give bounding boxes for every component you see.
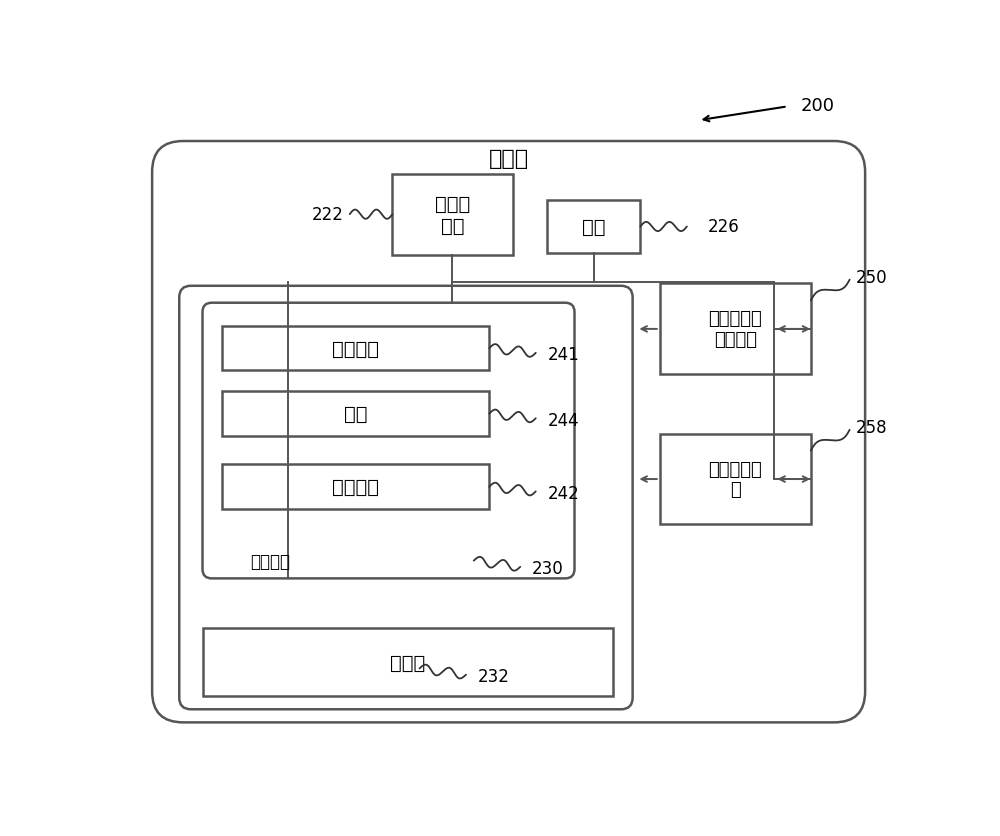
FancyBboxPatch shape <box>179 287 633 710</box>
Bar <box>660 284 811 375</box>
Text: 存储媒体: 存储媒体 <box>251 553 291 571</box>
Text: 存储器: 存储器 <box>390 653 426 672</box>
Bar <box>547 201 640 253</box>
Text: 242: 242 <box>547 484 579 502</box>
Bar <box>660 434 811 525</box>
Text: 230: 230 <box>532 559 564 578</box>
Text: 258: 258 <box>856 419 887 437</box>
Text: 232: 232 <box>478 667 510 686</box>
Text: 服务器: 服务器 <box>489 149 529 169</box>
Bar <box>222 326 489 371</box>
Text: 244: 244 <box>547 411 579 429</box>
Text: 222: 222 <box>312 206 344 224</box>
Text: 有线或无线
网络接口: 有线或无线 网络接口 <box>708 310 762 349</box>
Bar <box>222 465 489 509</box>
FancyBboxPatch shape <box>202 303 574 579</box>
Text: 操作系统: 操作系统 <box>332 339 379 358</box>
Text: 数据: 数据 <box>344 405 367 424</box>
Text: 中央处
理器: 中央处 理器 <box>435 195 470 236</box>
Text: 226: 226 <box>708 218 740 237</box>
Bar <box>392 175 512 256</box>
Text: 250: 250 <box>856 269 887 287</box>
Text: 应用程序: 应用程序 <box>332 477 379 497</box>
Bar <box>222 392 489 436</box>
FancyBboxPatch shape <box>152 142 865 722</box>
Text: 输入输出接
口: 输入输出接 口 <box>708 460 762 499</box>
Bar <box>202 629 613 696</box>
Text: 电源: 电源 <box>582 217 606 237</box>
Text: 200: 200 <box>801 97 835 115</box>
Text: 241: 241 <box>547 346 579 364</box>
